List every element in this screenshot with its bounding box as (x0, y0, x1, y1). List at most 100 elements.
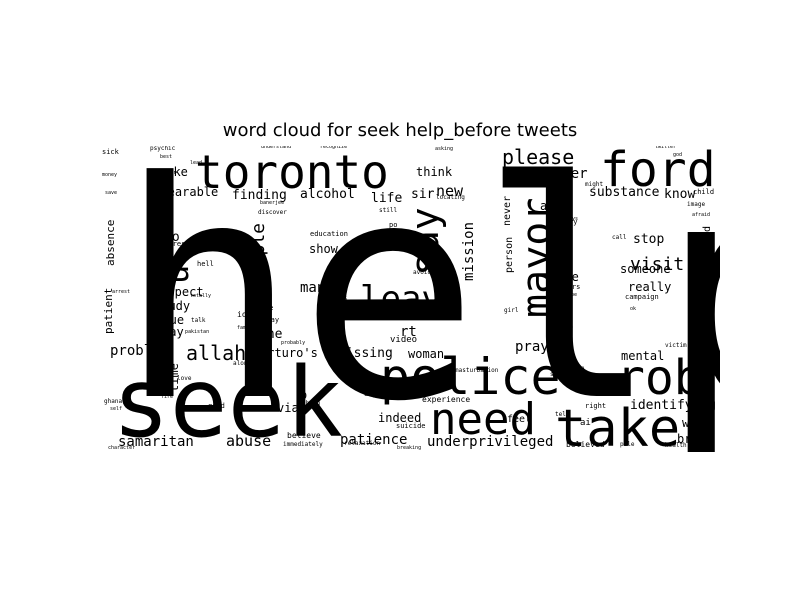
word-life: life (371, 191, 402, 206)
word-friend: friend (148, 258, 170, 265)
word-show: show (309, 242, 339, 256)
word-locating: locating (436, 194, 465, 201)
word-absence: absence (104, 220, 117, 266)
word-substance: substance (589, 185, 660, 200)
word-robbery: robbery (548, 218, 578, 226)
word-u: u (158, 265, 196, 284)
word-suicide: suicide (396, 422, 426, 430)
word-family: family (237, 325, 255, 331)
word-find: find (702, 226, 713, 250)
word-ford: ford (600, 146, 716, 198)
chart-title: word cloud for seek help_before tweets (222, 120, 578, 141)
word-one: one (259, 327, 283, 342)
word-immediately: immediately (283, 441, 323, 448)
word-image: image (687, 201, 705, 208)
word-rt: rt (400, 324, 417, 340)
word-help: help (118, 146, 720, 452)
word-sir: sir (411, 187, 435, 202)
word-ai: ai (580, 418, 591, 428)
word-best: best (160, 154, 172, 160)
word-said: said (550, 371, 565, 378)
word-please: please (502, 146, 574, 169)
word-suspect: suspect (153, 285, 204, 299)
word-feel: feel (507, 414, 531, 425)
word-prayer: prayer (515, 339, 566, 355)
word-ioi: ioi (237, 310, 252, 319)
word-teen: teen (331, 275, 346, 282)
word-discover: discover (258, 209, 287, 216)
word-underprivileged: underprivileged (427, 434, 553, 450)
word-via: via (277, 401, 299, 415)
word-today: today (258, 316, 279, 324)
word-identifying: identifying (630, 398, 716, 413)
word-rob: rob (616, 350, 703, 406)
word-lawyer: lawyer (537, 166, 588, 182)
word-need: need (430, 394, 536, 445)
word-leave: leave (360, 279, 462, 319)
word-ghana: ghana (104, 398, 122, 405)
word-mission: mission (461, 222, 477, 281)
word-go: go (164, 230, 180, 245)
word-strike: strike (248, 304, 273, 312)
word-study: study (154, 299, 190, 313)
word-child: child (693, 188, 714, 196)
word-unbearable: unbearable (146, 185, 218, 199)
word-think: think (416, 165, 453, 179)
word-believed: believed (566, 440, 605, 449)
word-money: money (102, 172, 117, 178)
word-case: case (550, 270, 579, 284)
word-woman: woman (408, 347, 444, 361)
word-fire: fire (161, 394, 173, 400)
word-health: health (665, 442, 687, 449)
word-campaign: campaign (625, 293, 659, 301)
word-breaking: breaking (397, 445, 421, 451)
word-problem: problem (110, 343, 169, 359)
word-visit: visit (630, 254, 684, 275)
word-character: character (108, 445, 135, 451)
word-never: never (502, 196, 513, 226)
word-po: po (389, 221, 397, 229)
word-situation: situation (374, 306, 444, 321)
word-understand: understand (261, 146, 291, 150)
word-samaritan: samaritan (118, 434, 194, 450)
word-time: time (167, 363, 181, 392)
word-know: know (664, 187, 695, 202)
word-depression: depression (160, 240, 202, 248)
word-right: right (585, 402, 606, 410)
word-believe: believe (287, 431, 321, 440)
word-others: others (555, 283, 580, 291)
word-whenever: whenever (152, 170, 176, 176)
word-break: break (677, 432, 714, 446)
word-toronto: toronto (195, 146, 389, 199)
word-psychic: psychic (150, 146, 176, 152)
word-hell: hell (197, 260, 214, 268)
word-always: always (560, 216, 578, 222)
word-mayor: mayor (514, 198, 560, 318)
word-arturo-s: arturo's (260, 346, 318, 360)
word-finding: finding (232, 188, 287, 203)
word-also: also (557, 237, 569, 243)
word-alcohol: alcohol (300, 187, 355, 202)
word-video: video (390, 335, 417, 345)
word-children: children (699, 319, 714, 382)
word-totally: totally (190, 293, 211, 299)
word-call: call (612, 234, 627, 241)
word-education: education (310, 230, 348, 238)
word-new: new (436, 182, 464, 200)
word-probably: probably (281, 340, 305, 346)
word-pakistan: pakistan (185, 329, 209, 335)
word-love: love (177, 375, 192, 382)
word-experience: experience (422, 395, 470, 404)
word-police: police (380, 348, 561, 406)
word-take: take (555, 399, 680, 452)
word-masturbation: masturbation (455, 367, 499, 374)
word-addiction: addiction (552, 365, 585, 372)
word-victim: victim (665, 342, 687, 349)
word-hope: hope (565, 292, 577, 298)
word-really: really (628, 280, 671, 294)
word-sick: sick (102, 148, 120, 156)
word-might: might (585, 181, 603, 188)
word-day: day (364, 390, 377, 398)
